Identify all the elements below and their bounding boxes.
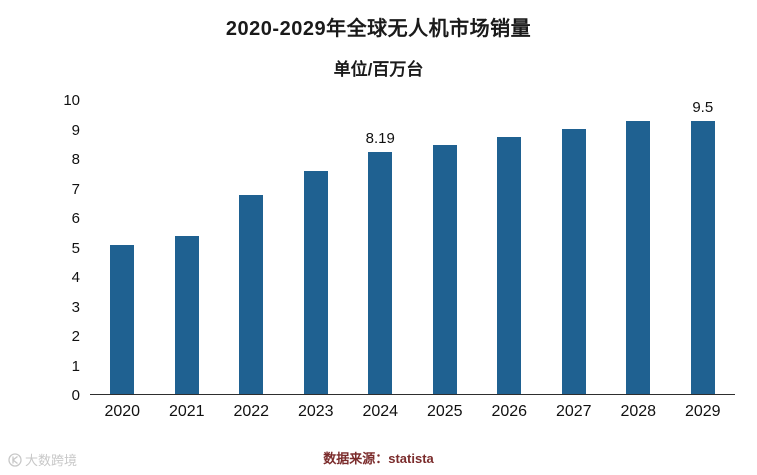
y-tick-5: 5	[71, 239, 80, 257]
bar-2024	[368, 152, 393, 394]
y-tick-7: 7	[71, 180, 80, 198]
bar-2026	[497, 137, 522, 394]
y-tick-3: 3	[71, 298, 80, 316]
x-label-2024: 2024	[362, 403, 399, 420]
bar-column-2021	[155, 100, 220, 394]
y-tick-2: 2	[71, 328, 80, 345]
chart-subtitle: 单位/百万台	[333, 60, 424, 79]
bar-value-label-2029: 9.5	[692, 99, 714, 116]
x-label-2021: 2021	[168, 403, 205, 420]
x-label-2025: 2025	[426, 403, 463, 420]
bar-column-2026	[477, 100, 542, 394]
bars-row: 8.19 9.5	[90, 100, 735, 394]
bar-column-2020	[90, 100, 155, 394]
x-label-2027: 2027	[555, 403, 592, 420]
bar-value-label-2024: 8.19	[365, 130, 395, 148]
x-label-2028: 2028	[620, 403, 657, 420]
x-axis: 2020 2021 2022 2023 2024 2025 2026 2027 2028 2029	[90, 394, 735, 421]
watermark-logo-icon	[8, 452, 22, 467]
bar-2027	[561, 128, 586, 394]
x-label-2026: 2026	[491, 403, 528, 420]
bar-column-2023	[284, 100, 349, 394]
bar-2021	[174, 236, 199, 394]
bar-column-2028	[606, 100, 671, 394]
bar-column-2024: 8.19	[348, 100, 413, 394]
plot-area: 0 1 2 3 4 5 6 7 8 9 10 8.19 9.5 2020 2021 2022 2023 202…	[63, 93, 735, 420]
x-label-2029: 2029	[684, 403, 721, 420]
bar-2029	[690, 121, 715, 394]
y-tick-4: 4	[71, 269, 80, 286]
bar-column-2022	[219, 100, 284, 394]
x-label-2020: 2020	[104, 403, 141, 420]
y-tick-8: 8	[71, 151, 80, 168]
y-tick-6: 6	[71, 210, 80, 227]
data-source-note: 数据来源：statista	[323, 451, 434, 466]
bar-2020	[110, 245, 135, 394]
chart-title: 2020-2029年全球无人机市场销量	[225, 18, 532, 40]
bar-2025	[432, 144, 457, 394]
chart-container: 0 1 2 3 4 5 6 7 8 9 10 8.19 9.5 2020 2021 2022 2023 202…	[63, 93, 735, 420]
bar-column-2029: 9.5	[671, 100, 736, 394]
y-tick-0: 0	[71, 387, 80, 404]
bar-column-2027	[542, 100, 607, 394]
y-tick-1: 1	[71, 357, 80, 375]
watermark-label: 大数跨境	[25, 453, 78, 468]
x-label-2022: 2022	[233, 403, 270, 420]
brand-watermark: 大数跨境	[8, 450, 77, 469]
x-label-2023: 2023	[297, 403, 334, 420]
y-axis: 0 1 2 3 4 5 6 7 8 9 10	[40, 93, 80, 403]
y-tick-10: 10	[63, 92, 80, 109]
bar-2028	[626, 121, 651, 394]
bar-2023	[303, 171, 328, 394]
bar-2022	[239, 194, 264, 394]
y-tick-9: 9	[71, 121, 80, 139]
bar-column-2025	[413, 100, 478, 394]
